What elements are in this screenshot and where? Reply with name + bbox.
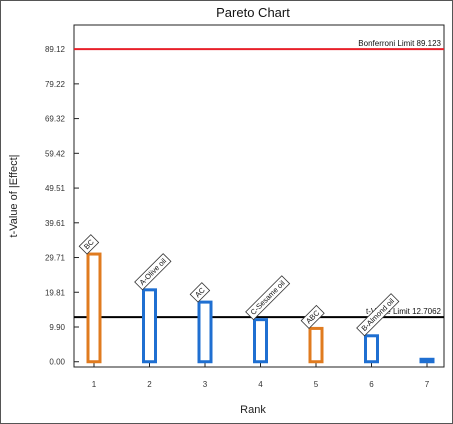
bar-label-box bbox=[134, 253, 172, 291]
y-axis: 0.00 9.90 19.81 29.71 39.61 49.51 59.42 69.32 79… bbox=[45, 45, 79, 367]
y-tick-label: 39.61 bbox=[45, 219, 66, 228]
chart-title: Pareto Chart bbox=[216, 5, 290, 20]
x-axis: 1 2 3 4 5 6 7 bbox=[92, 362, 430, 389]
reference-line-label: Bonferroni Limit 89.123 bbox=[358, 39, 441, 48]
x-tick-label: 5 bbox=[314, 380, 319, 389]
y-tick-label: 19.81 bbox=[45, 288, 66, 297]
bar-label: C-Sesame oil bbox=[245, 275, 291, 321]
reference-line-label: t-Value Limit 12.7062 bbox=[366, 307, 442, 316]
x-axis-label: Rank bbox=[240, 404, 266, 416]
x-tick-label: 1 bbox=[92, 380, 97, 389]
x-tick-label: 2 bbox=[147, 380, 152, 389]
bar-label-text: C-Sesame oil bbox=[249, 278, 287, 316]
x-tick-label: 3 bbox=[203, 380, 208, 389]
bar-label-box bbox=[245, 275, 291, 321]
bar bbox=[142, 288, 157, 364]
bar-label: AC bbox=[189, 282, 211, 303]
bar bbox=[419, 357, 435, 364]
plot-area bbox=[73, 24, 445, 368]
bar bbox=[364, 334, 379, 364]
y-tick-label: 79.22 bbox=[45, 80, 66, 89]
x-tick-label: 7 bbox=[425, 380, 430, 389]
y-tick-label: 9.90 bbox=[49, 323, 65, 332]
y-tick-label: 69.32 bbox=[45, 115, 66, 124]
y-tick-label: 0.00 bbox=[49, 358, 65, 367]
bar bbox=[86, 252, 102, 364]
bar-label-text: A-Olive oil bbox=[138, 256, 169, 287]
x-tick-label: 6 bbox=[369, 380, 374, 389]
bar bbox=[308, 326, 324, 364]
y-tick-label: 59.42 bbox=[45, 149, 66, 158]
bar-label-box bbox=[300, 304, 325, 329]
bar-label-box bbox=[189, 282, 211, 303]
bar-label-box bbox=[356, 293, 400, 337]
bar bbox=[253, 318, 268, 364]
reference-lines: Bonferroni Limit 89.123 t-Value Limit 12.… bbox=[74, 39, 444, 319]
bar-label-box bbox=[78, 234, 100, 255]
y-tick-label: 29.71 bbox=[45, 254, 66, 263]
bar-label: BC bbox=[78, 234, 100, 255]
y-tick-label: 49.51 bbox=[45, 184, 66, 193]
y-tick-label: 89.12 bbox=[45, 45, 66, 54]
x-tick-label: 4 bbox=[258, 380, 263, 389]
bar bbox=[197, 300, 213, 364]
y-axis-label: t-Value of |Effect| bbox=[8, 155, 20, 238]
bar-label: ABC bbox=[300, 304, 325, 329]
bar-label: A-Olive oil bbox=[134, 253, 172, 291]
